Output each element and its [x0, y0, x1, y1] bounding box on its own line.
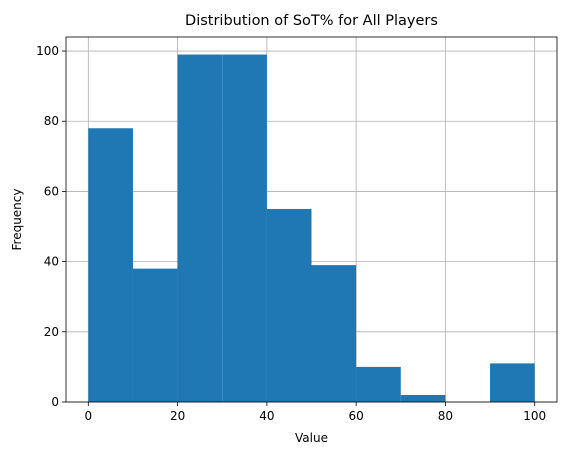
y-tick-label: 80 [44, 114, 59, 128]
y-tick-label: 0 [51, 395, 59, 409]
histogram-bar [400, 394, 446, 402]
histogram-bars [88, 54, 535, 403]
x-tick-label: 40 [259, 409, 274, 423]
y-tick-label: 20 [44, 325, 59, 339]
x-tick-label: 0 [84, 409, 92, 423]
plot-frame [65, 36, 558, 403]
x-tick-label: 60 [348, 409, 363, 423]
y-tick-label: 60 [44, 184, 59, 198]
x-tick-label: 100 [523, 409, 546, 423]
histogram-bar [266, 208, 312, 402]
histogram-bar [132, 268, 178, 402]
axis-ticks: 0 20 40 60 80 100 0 20 40 60 80 100 [36, 44, 546, 423]
histogram-bar [177, 54, 223, 403]
x-tick-label: 20 [170, 409, 185, 423]
chart-title: Distribution of SoT% for All Players [185, 13, 438, 29]
histogram-bar [222, 54, 267, 403]
y-tick-label: 40 [44, 255, 59, 269]
y-tick-label: 100 [36, 44, 59, 58]
histogram-bar [88, 128, 133, 402]
histogram-bar [356, 366, 401, 402]
histogram-bar [490, 363, 535, 402]
x-axis-label: Value [295, 431, 328, 445]
histogram-bar [311, 265, 357, 402]
y-axis-label: Frequency [10, 189, 24, 251]
x-tick-label: 80 [438, 409, 453, 423]
